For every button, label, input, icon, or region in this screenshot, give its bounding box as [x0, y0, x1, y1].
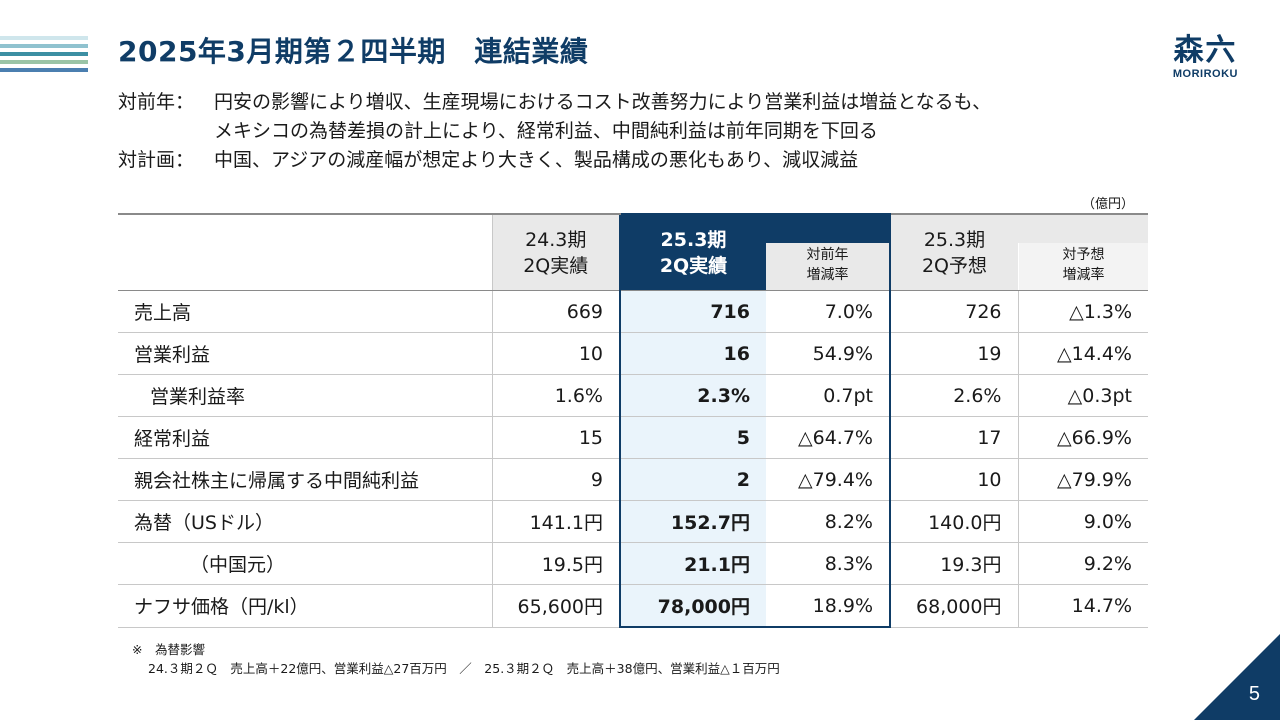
logo-roman: MORIROKU: [1172, 68, 1238, 80]
row-label: 営業利益率: [118, 374, 492, 417]
cell-prev: 19.5円: [491, 542, 620, 585]
unit-label: （億円）: [1081, 197, 1134, 212]
cell-yoy: △79.4%: [766, 458, 891, 501]
cell-vsplan: △0.3pt: [1017, 374, 1148, 417]
cell-plan: 19: [890, 332, 1018, 375]
cell-prev: 10: [491, 332, 620, 375]
cell-plan: 68,000円: [890, 584, 1018, 628]
cell-prev: 65,600円: [491, 584, 620, 628]
summary-label: 対計画：: [118, 149, 195, 171]
cell-yoy: 7.0%: [766, 290, 891, 333]
table-row: 経常利益 15 5 △64.7% 17 △66.9%: [118, 416, 1148, 459]
cell-vsplan: 14.7%: [1017, 584, 1148, 628]
cell-current: 78,000円: [619, 584, 766, 628]
cell-plan: 2.6%: [890, 374, 1018, 417]
cell-prev: 1.6%: [491, 374, 620, 417]
summary-row-yoy: 対前年： 円安の影響により増収、生産現場におけるコスト改善努力により営業利益は増…: [118, 88, 991, 146]
footnote-heading: ※ 為替影響: [132, 642, 205, 657]
header-plan: 25.3期 2Q予想: [890, 213, 1018, 291]
cell-current: 2.3%: [619, 374, 766, 417]
table-row: 営業利益率 1.6% 2.3% 0.7pt 2.6% △0.3pt: [118, 374, 1148, 417]
cell-plan: 17: [890, 416, 1018, 459]
page-number: 5: [1248, 683, 1260, 705]
cell-current: 21.1円: [619, 542, 766, 585]
cell-yoy: 0.7pt: [766, 374, 891, 417]
cell-yoy: 8.2%: [766, 500, 891, 543]
decorative-stripes: [0, 36, 88, 76]
cell-vsplan: 9.2%: [1017, 542, 1148, 585]
header-yoy: 対前年 増減率: [766, 213, 891, 291]
results-table: 24.3期 2Q実績 25.3期 2Q実績 対前年 増減率 25.3期 2Q予想…: [118, 213, 1148, 628]
company-logo: 森六 MORIROKU: [1172, 33, 1238, 81]
cell-yoy: 18.9%: [766, 584, 891, 628]
summary-label: 対前年：: [118, 91, 195, 113]
cell-plan: 19.3円: [890, 542, 1018, 585]
corner-decoration: [1194, 634, 1280, 720]
cell-yoy: △64.7%: [766, 416, 891, 459]
cell-prev: 141.1円: [491, 500, 620, 543]
header-current: 25.3期 2Q実績: [619, 213, 766, 291]
cell-current: 16: [619, 332, 766, 375]
cell-current: 5: [619, 416, 766, 459]
header-vsplan: 対予想 増減率: [1018, 213, 1148, 291]
cell-plan: 10: [890, 458, 1018, 501]
cell-current: 716: [619, 290, 766, 333]
cell-vsplan: △14.4%: [1017, 332, 1148, 375]
row-label: ナフサ価格（円/kl）: [118, 584, 492, 628]
table-row: 親会社株主に帰属する中間純利益 9 2 △79.4% 10 △79.9%: [118, 458, 1148, 501]
page-title: 2025年3月期第２四半期 連結業績: [118, 35, 589, 68]
cell-vsplan: △79.9%: [1017, 458, 1148, 501]
cell-plan: 726: [890, 290, 1018, 333]
row-label: 親会社株主に帰属する中間純利益: [118, 458, 492, 501]
cell-prev: 15: [491, 416, 620, 459]
header-empty: [118, 213, 492, 291]
cell-prev: 9: [491, 458, 620, 501]
cell-plan: 140.0円: [890, 500, 1018, 543]
cell-vsplan: 9.0%: [1017, 500, 1148, 543]
cell-vsplan: △1.3%: [1017, 290, 1148, 333]
table-header-row: 24.3期 2Q実績 25.3期 2Q実績 対前年 増減率 25.3期 2Q予想…: [118, 213, 1148, 291]
table-row: 売上高 669 716 7.0% 726 △1.3%: [118, 290, 1148, 333]
row-label: （中国元）: [118, 542, 492, 585]
footnote: ※ 為替影響 24.３期２Ｑ 売上高＋22億円、営業利益△27百万円 ／ 25.…: [132, 640, 780, 678]
table-row: ナフサ価格（円/kl） 65,600円 78,000円 18.9% 68,000…: [118, 584, 1148, 628]
table-row: 営業利益 10 16 54.9% 19 △14.4%: [118, 332, 1148, 375]
summary-text: メキシコの為替差損の計上により、経常利益、中間純利益は前年同期を下回る: [214, 120, 878, 142]
table-row: 為替（USドル） 141.1円 152.7円 8.2% 140.0円 9.0%: [118, 500, 1148, 543]
summary-row-plan: 対計画： 中国、アジアの減産幅が想定より大きく、製品構成の悪化もあり、減収減益: [118, 146, 991, 175]
cell-yoy: 54.9%: [766, 332, 891, 375]
row-label: 為替（USドル）: [118, 500, 492, 543]
row-label: 売上高: [118, 290, 492, 333]
row-label: 営業利益: [118, 332, 492, 375]
header-prev: 24.3期 2Q実績: [491, 213, 620, 291]
summary-text: 中国、アジアの減産幅が想定より大きく、製品構成の悪化もあり、減収減益: [214, 149, 859, 171]
cell-prev: 669: [491, 290, 620, 333]
summary-text: 円安の影響により増収、生産現場におけるコスト改善努力により営業利益は増益となるも…: [214, 91, 992, 113]
cell-current: 2: [619, 458, 766, 501]
cell-vsplan: △66.9%: [1017, 416, 1148, 459]
cell-yoy: 8.3%: [766, 542, 891, 585]
summary-block: 対前年： 円安の影響により増収、生産現場におけるコスト改善努力により営業利益は増…: [118, 88, 991, 175]
row-label: 経常利益: [118, 416, 492, 459]
cell-current: 152.7円: [619, 500, 766, 543]
logo-kanji: 森六: [1173, 33, 1238, 68]
table-row: （中国元） 19.5円 21.1円 8.3% 19.3円 9.2%: [118, 542, 1148, 585]
footnote-text: 24.３期２Ｑ 売上高＋22億円、営業利益△27百万円 ／ 25.３期２Ｑ 売上…: [148, 661, 780, 676]
